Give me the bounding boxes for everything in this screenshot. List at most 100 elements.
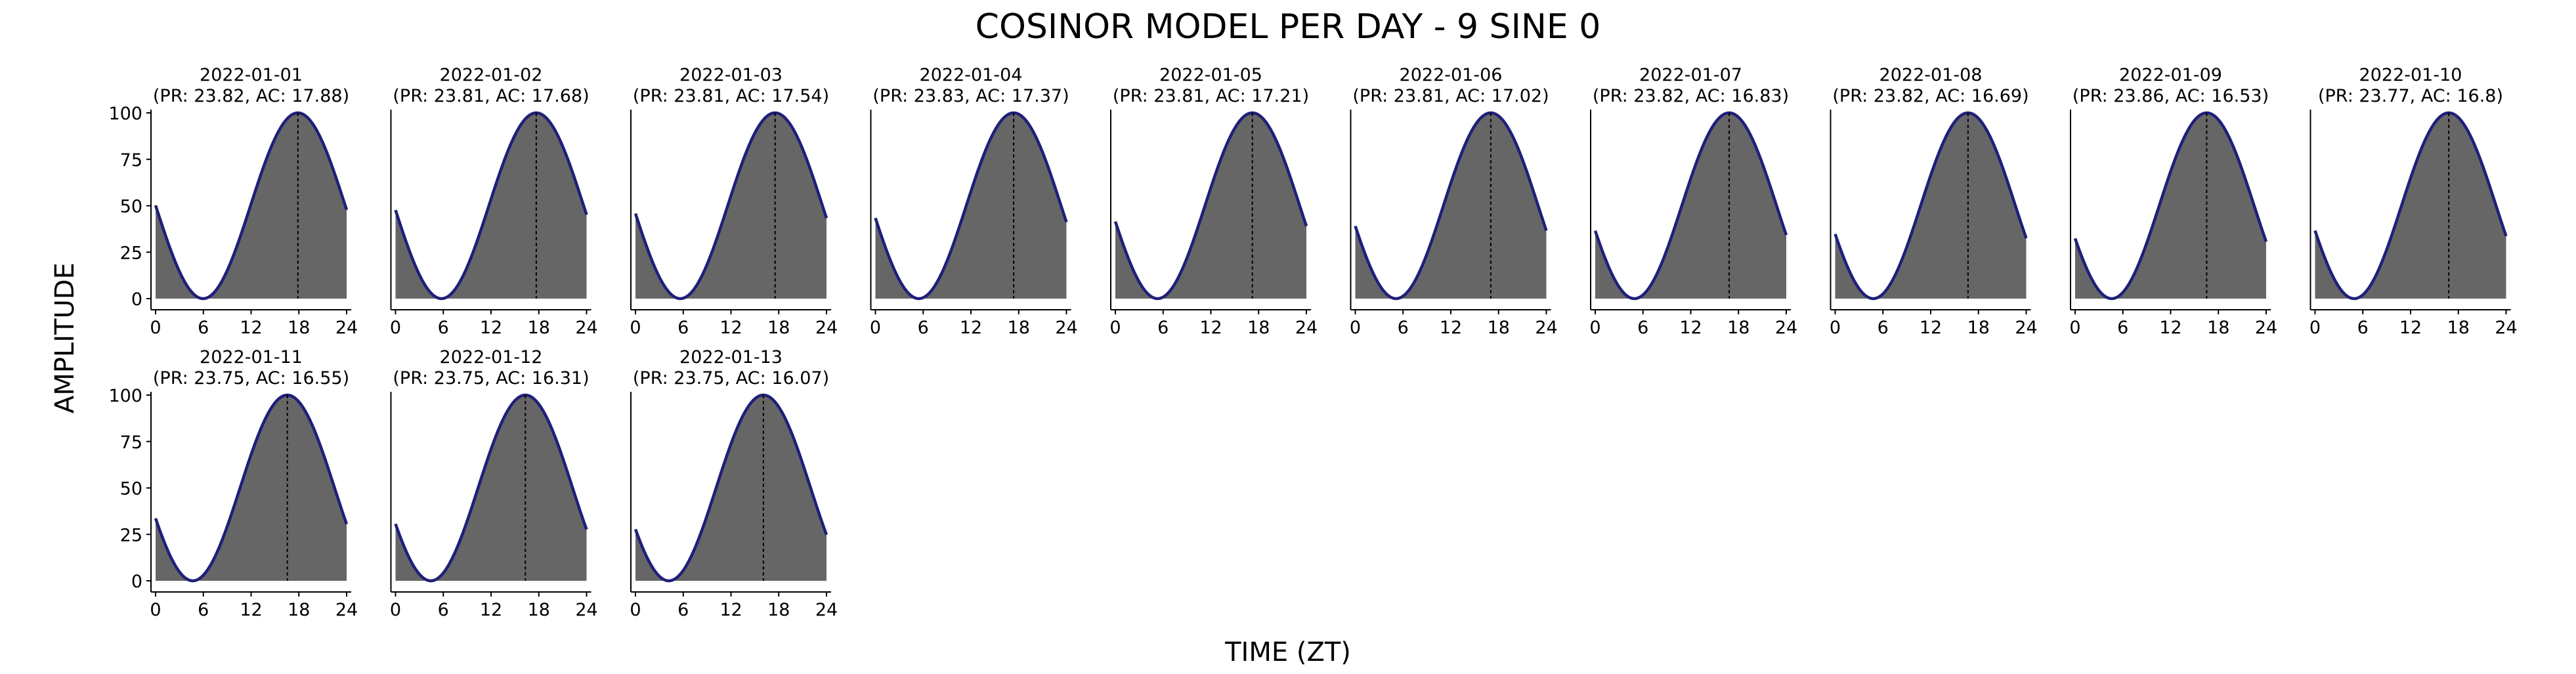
x-tick-label: 0 [630,318,641,338]
x-tick-label: 0 [1350,318,1361,338]
x-tick-label: 24 [575,600,597,620]
x-tick-label: 6 [2117,318,2128,338]
area-fill-2022-01-02 [395,113,587,299]
y-tick-label: 0 [131,289,142,310]
panel-params-subtitle: (PR: 23.82, AC: 17.88) [153,86,349,106]
cosinor-curve-2022-01-09 [2073,111,2268,301]
x-tick-label: 6 [198,600,209,620]
x-tick-label: 18 [1727,318,1750,338]
x-tick-label: 12 [1199,318,1222,338]
panel-date-title: 2022-01-11 [200,347,303,368]
cosinor-curve-2022-01-11 [154,393,349,583]
x-tick-label: 12 [240,600,262,620]
panel-params-subtitle: (PR: 23.81, AC: 17.54) [633,86,829,106]
x-tick-label: 0 [150,600,161,620]
x-tick-label: 0 [390,600,401,620]
x-tick-label: 12 [1920,318,1942,338]
x-tick-label: 6 [677,600,689,620]
x-tick-label: 18 [528,318,550,338]
x-tick-label: 24 [2255,318,2277,338]
x-tick-label: 0 [150,318,161,338]
area-fill-2022-01-06 [1355,113,1547,299]
x-tick-label: 6 [2357,318,2369,338]
panel-2022-01-02: 0 6 12 18 24 2022-01-02(PR: 23.81, AC: 17.68) [390,65,598,338]
x-tick-label: 0 [1589,318,1600,338]
x-tick-label: 6 [1637,318,1648,338]
x-tick-label: 18 [1008,318,1030,338]
x-tick-label: 24 [335,600,358,620]
panel-date-title: 2022-01-04 [920,65,1023,85]
y-tick-label: 25 [120,243,142,263]
cosinor-curve-2022-01-10 [2313,111,2508,301]
panel-date-title: 2022-01-13 [679,347,783,368]
cosinor-curve-2022-01-08 [1834,111,2028,301]
panel-date-title: 2022-01-08 [1879,65,1983,85]
x-tick-label: 6 [1157,318,1169,338]
area-fill-2022-01-04 [875,113,1067,299]
x-tick-label: 18 [1247,318,1270,338]
area-fill-2022-01-08 [1835,113,2027,299]
panel-2022-01-05: 0 6 12 18 24 2022-01-05(PR: 23.81, AC: 17.21) [1109,65,1318,338]
panel-2022-01-07: 0 6 12 18 24 2022-01-07(PR: 23.82, AC: 16.83) [1589,65,1797,338]
x-tick-label: 18 [1967,318,1990,338]
panel-date-title: 2022-01-12 [440,347,543,368]
y-tick-label: 25 [120,525,142,545]
x-tick-label: 18 [1488,318,1510,338]
x-tick-label: 12 [240,318,262,338]
panel-2022-01-03: 0 6 12 18 24 2022-01-03(PR: 23.81, AC: 17.54) [630,65,838,338]
y-tick-label: 100 [108,386,142,406]
x-tick-label: 6 [438,600,449,620]
x-tick-label: 6 [438,318,449,338]
area-fill-2022-01-07 [1595,113,1786,299]
x-tick-label: 18 [767,318,790,338]
panel-2022-01-10: 0 6 12 18 24 2022-01-10(PR: 23.77, AC: 16.8) [2309,65,2518,338]
x-tick-label: 6 [198,318,209,338]
panel-params-subtitle: (PR: 23.82, AC: 16.83) [1593,86,1789,106]
panel-params-subtitle: (PR: 23.75, AC: 16.07) [633,368,829,389]
x-tick-label: 18 [528,600,550,620]
area-fill-2022-01-12 [395,395,587,581]
x-tick-label: 0 [390,318,401,338]
panel-date-title: 2022-01-01 [200,65,303,85]
y-tick-label: 100 [108,104,142,124]
y-tick-label: 75 [120,432,142,453]
y-axis-label: AMPLITUDE [50,263,80,413]
x-tick-label: 24 [1055,318,1077,338]
y-tick-label: 50 [120,197,142,217]
x-tick-label: 18 [2207,318,2229,338]
cosinor-curve-2022-01-07 [1593,111,1788,301]
area-fill-2022-01-10 [2315,113,2506,299]
cosinor-curve-2022-01-02 [394,111,588,301]
x-axis-label: TIME (ZT) [1224,637,1351,667]
area-fill-2022-01-03 [635,113,826,299]
cosinor-curve-2022-01-01 [154,111,349,301]
x-tick-label: 12 [719,600,742,620]
panel-date-title: 2022-01-06 [1400,65,1503,85]
x-tick-label: 12 [2159,318,2181,338]
panel-2022-01-09: 0 6 12 18 24 2022-01-09(PR: 23.86, AC: 16.53) [2069,65,2277,338]
x-tick-label: 12 [1440,318,1462,338]
x-tick-label: 12 [719,318,742,338]
cosinor-curve-2022-01-03 [633,111,828,301]
panel-params-subtitle: (PR: 23.75, AC: 16.31) [393,368,589,389]
panel-2022-01-01: 0 6 12 18 24 0 25 50 75 100 2022-01-01(PR: 23.82, … [108,65,358,338]
panel-2022-01-06: 0 6 12 18 24 2022-01-06(PR: 23.81, AC: 17.02) [1350,65,1558,338]
panel-params-subtitle: (PR: 23.86, AC: 16.53) [2072,86,2269,106]
cosinor-curve-2022-01-13 [633,393,828,583]
panel-params-subtitle: (PR: 23.83, AC: 17.37) [872,86,1069,106]
x-tick-label: 24 [815,600,838,620]
x-tick-label: 24 [815,318,838,338]
cosinor-curve-2022-01-12 [394,393,588,583]
panel-date-title: 2022-01-10 [2359,65,2462,85]
x-tick-label: 18 [2447,318,2470,338]
x-tick-label: 0 [2069,318,2080,338]
cosinor-curve-2022-01-06 [1354,111,1548,301]
area-fill-2022-01-09 [2075,113,2266,299]
x-tick-label: 18 [288,600,310,620]
panel-2022-01-13: 0 6 12 18 24 2022-01-13(PR: 23.75, AC: 16.07) [630,347,838,620]
x-tick-label: 0 [1109,318,1121,338]
cosinor-curve-2022-01-05 [1113,111,1308,301]
x-tick-label: 18 [767,600,790,620]
